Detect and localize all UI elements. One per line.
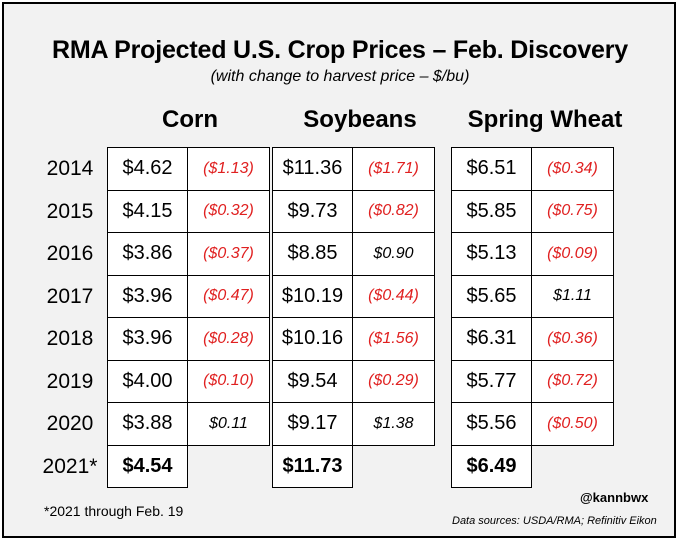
price-cell-soybeans: $11.73 (272, 444, 353, 488)
price-cell-corn: $3.96 (107, 317, 188, 361)
price-cell-spring-wheat: $6.51 (451, 147, 532, 191)
price-cell-corn: $4.00 (107, 359, 188, 403)
change-cell-corn: ($0.37) (187, 232, 270, 276)
price-cell-soybeans: $9.17 (272, 402, 353, 446)
price-cell-spring-wheat: $6.49 (451, 444, 532, 488)
change-cell-spring-wheat: $1.11 (531, 274, 614, 318)
crop-header-soybeans: Soybeans (303, 106, 417, 133)
change-cell-soybeans: $1.38 (352, 402, 435, 446)
year-label: 2016 (46, 242, 94, 265)
year-label: 2019 (46, 369, 94, 393)
price-cell-soybeans: $9.73 (272, 189, 353, 233)
chart-title: RMA Projected U.S. Crop Prices – Feb. Di… (52, 36, 628, 64)
price-cell-spring-wheat: $5.56 (451, 402, 532, 446)
change-cell-spring-wheat: ($0.50) (531, 402, 614, 446)
year-label: 2017 (46, 284, 94, 308)
change-cell-soybeans: $0.90 (352, 232, 435, 276)
data-sources: Data sources: USDA/RMA; Refinitiv Eikon (452, 515, 657, 527)
price-cell-corn: $4.62 (107, 147, 188, 191)
price-cell-corn: $3.88 (107, 402, 188, 446)
change-cell-soybeans: ($1.71) (352, 147, 435, 191)
price-cell-soybeans: $11.36 (272, 147, 353, 191)
year-label: 2021* (42, 454, 98, 478)
price-cell-soybeans: $9.54 (272, 359, 353, 403)
change-cell-soybeans: ($0.82) (352, 189, 435, 233)
price-cell-spring-wheat: $6.31 (451, 317, 532, 361)
price-cell-soybeans: $10.19 (272, 274, 353, 318)
price-cell-corn: $3.96 (107, 274, 188, 318)
year-label: 2020 (46, 412, 94, 435)
change-cell-corn: ($0.28) (187, 317, 270, 361)
change-cell-corn: ($0.10) (187, 359, 270, 403)
price-cell-spring-wheat: $5.65 (451, 274, 532, 318)
price-cell-spring-wheat: $5.85 (451, 189, 532, 233)
price-cell-soybeans: $10.16 (272, 317, 353, 361)
price-cell-spring-wheat: $5.13 (451, 232, 532, 276)
price-cell-spring-wheat: $5.77 (451, 359, 532, 403)
price-cell-corn: $4.54 (107, 444, 188, 488)
price-cell-corn: $4.15 (107, 189, 188, 233)
change-cell-corn: ($0.47) (187, 274, 270, 318)
author-handle: @kannbwx (580, 490, 649, 505)
year-label: 2014 (46, 157, 94, 180)
change-cell-corn: ($1.13) (187, 147, 270, 191)
year-label: 2015 (46, 199, 94, 223)
change-cell-soybeans: ($0.29) (352, 359, 435, 403)
change-cell-corn: $0.11 (187, 402, 270, 446)
change-cell-spring-wheat: ($0.09) (531, 232, 614, 276)
change-cell-soybeans: ($1.56) (352, 317, 435, 361)
change-cell-spring-wheat: ($0.75) (531, 189, 614, 233)
crop-header-spring-wheat: Spring Wheat (467, 106, 623, 133)
price-cell-corn: $3.86 (107, 232, 188, 276)
crop-header-corn: Corn (162, 106, 218, 133)
footnote: *2021 through Feb. 19 (44, 503, 184, 519)
change-cell-soybeans: ($0.44) (352, 274, 435, 318)
change-cell-spring-wheat: ($0.72) (531, 359, 614, 403)
year-label: 2018 (46, 327, 94, 350)
change-cell-spring-wheat: ($0.36) (531, 317, 614, 361)
change-cell-spring-wheat: ($0.34) (531, 147, 614, 191)
price-cell-soybeans: $8.85 (272, 232, 353, 276)
change-cell-corn: ($0.32) (187, 189, 270, 233)
chart-subtitle: (with change to harvest price – $/bu) (210, 68, 470, 85)
